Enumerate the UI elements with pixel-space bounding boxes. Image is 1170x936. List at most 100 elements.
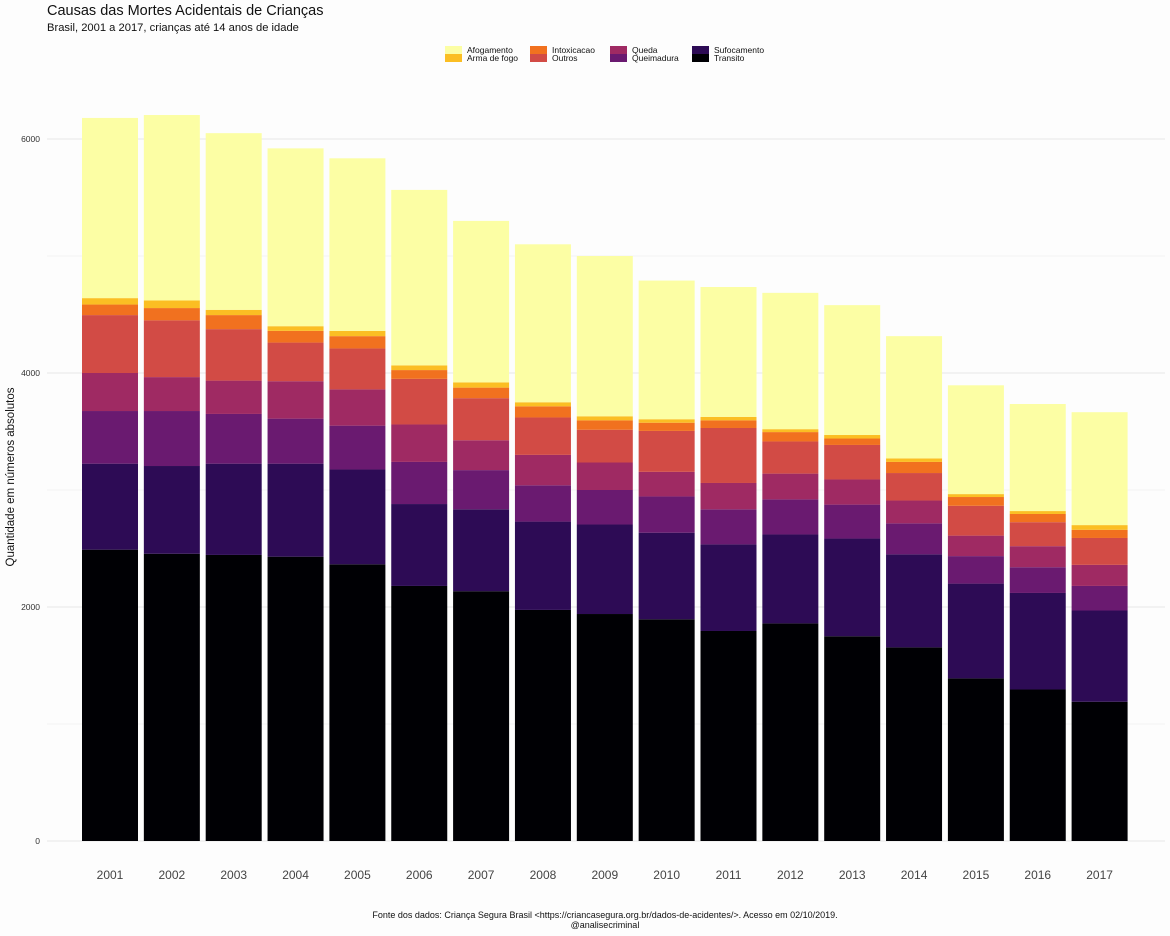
bar-segment-intoxicacao-2008 — [514, 406, 571, 418]
legend-swatch-outros — [530, 54, 547, 62]
bar-segment-afogamento-2004 — [267, 148, 324, 327]
bar-segment-intoxicacao-2006 — [391, 370, 448, 379]
bar-segment-queimadura-2008 — [514, 485, 571, 522]
bar-segment-outros-2014 — [886, 473, 943, 501]
bar-segment-sufocamento-2004 — [267, 463, 324, 557]
bar-segment-arma-de-fogo-2009 — [576, 416, 633, 421]
legend-label-sufocamento: Sufocamento — [714, 45, 764, 55]
bar-segment-queimadura-2005 — [329, 425, 386, 470]
bar-segment-queda-2016 — [1009, 546, 1066, 568]
legend-swatch-afogamento — [445, 46, 462, 54]
bar-segment-afogamento-2009 — [576, 256, 633, 417]
bar-segment-outros-2002 — [143, 320, 200, 378]
bar-segment-transito-2007 — [453, 591, 510, 841]
bar-segment-afogamento-2007 — [453, 220, 510, 383]
bar-segment-arma-de-fogo-2012 — [762, 429, 819, 433]
bar-segment-transito-2013 — [824, 636, 881, 841]
bar-segment-queimadura-2001 — [82, 411, 138, 464]
bar-segment-afogamento-2008 — [514, 244, 571, 403]
bar-segment-transito-2012 — [762, 623, 819, 841]
bar-segment-arma-de-fogo-2010 — [638, 419, 695, 423]
bar-segment-intoxicacao-2003 — [205, 315, 262, 330]
bar-segment-queda-2008 — [514, 454, 571, 486]
bar-segment-intoxicacao-2001 — [82, 304, 138, 316]
bar-segment-queimadura-2013 — [824, 504, 881, 539]
bar-segment-transito-2006 — [391, 585, 448, 841]
x-tick-label: 2010 — [653, 868, 680, 882]
bar-segment-queimadura-2015 — [947, 556, 1004, 584]
bar-segment-arma-de-fogo-2008 — [514, 402, 571, 407]
x-tick-label: 2001 — [97, 868, 124, 882]
bar-segment-transito-2009 — [576, 614, 633, 841]
legend-swatch-intoxicacao — [530, 46, 547, 54]
bar-segment-intoxicacao-2011 — [700, 420, 757, 428]
bar-segment-queda-2002 — [143, 377, 200, 412]
bar-segment-queimadura-2010 — [638, 496, 695, 533]
bar-segment-transito-2010 — [638, 619, 695, 841]
x-tick-label: 2016 — [1024, 868, 1051, 882]
bar-segment-intoxicacao-2002 — [143, 308, 200, 321]
bar-segment-outros-2011 — [700, 427, 757, 483]
bar-segment-queda-2004 — [267, 381, 324, 419]
bar-segment-arma-de-fogo-2016 — [1009, 511, 1066, 514]
bar-segment-outros-2010 — [638, 430, 695, 472]
bar-segment-transito-2008 — [514, 609, 571, 841]
bar-segment-transito-2003 — [205, 554, 262, 841]
bar-segment-sufocamento-2003 — [205, 463, 262, 555]
bar-segment-queda-2007 — [453, 440, 510, 471]
bar-segment-transito-2002 — [143, 553, 200, 841]
y-tick-label: 0 — [35, 836, 40, 846]
x-tick-label: 2012 — [777, 868, 804, 882]
bar-segment-transito-2016 — [1009, 689, 1066, 841]
x-tick-label: 2015 — [963, 868, 990, 882]
bar-segment-sufocamento-2009 — [576, 524, 633, 615]
x-tick-label: 2004 — [282, 868, 309, 882]
bar-segment-queda-2012 — [762, 473, 819, 500]
bar-segment-transito-2014 — [886, 647, 943, 841]
x-axis-ticks: 2001 2002 2003 2004 2005 2006 2007 2008 2009 2010… — [97, 868, 1114, 882]
bar-segment-arma-de-fogo-2005 — [329, 330, 386, 337]
bar-segment-afogamento-2014 — [886, 336, 943, 459]
bar-segment-afogamento-2011 — [700, 287, 757, 417]
bar-segment-sufocamento-2001 — [82, 463, 138, 550]
legend-label-arma-de-fogo: Arma de fogo — [467, 53, 518, 63]
bar-segment-queimadura-2009 — [576, 490, 633, 525]
bar-segment-outros-2009 — [576, 429, 633, 463]
bar-segment-sufocamento-2011 — [700, 544, 757, 631]
bar-segment-outros-2012 — [762, 441, 819, 474]
bar-segment-sufocamento-2005 — [329, 469, 386, 565]
bar-segment-queda-2003 — [205, 380, 262, 414]
bar-segment-arma-de-fogo-2006 — [391, 365, 448, 371]
bar-segment-transito-2015 — [947, 678, 1004, 841]
bar-segment-afogamento-2017 — [1071, 412, 1128, 526]
bar-segment-queimadura-2003 — [205, 413, 262, 464]
y-axis-ticks: 0 2000 4000 6000 — [21, 134, 40, 846]
x-tick-label: 2011 — [716, 868, 742, 882]
bar-segment-intoxicacao-2013 — [824, 438, 881, 445]
bar-segment-sufocamento-2007 — [453, 509, 510, 592]
bar-segment-arma-de-fogo-2007 — [453, 382, 510, 388]
bar-segment-outros-2004 — [267, 342, 324, 382]
bar-segment-sufocamento-2010 — [638, 532, 695, 620]
bar-stacks — [82, 115, 1128, 841]
legend-swatch-queimadura — [610, 54, 627, 62]
bar-segment-sufocamento-2006 — [391, 504, 448, 586]
bar-segment-arma-de-fogo-2001 — [82, 298, 138, 305]
legend-label-afogamento: Afogamento — [467, 45, 513, 55]
bar-segment-outros-2007 — [453, 398, 510, 441]
bar-segment-queimadura-2012 — [762, 499, 819, 535]
bar-segment-intoxicacao-2012 — [762, 432, 819, 442]
bar-segment-arma-de-fogo-2017 — [1071, 525, 1128, 530]
bar-segment-afogamento-2016 — [1009, 404, 1066, 512]
bar-segment-outros-2005 — [329, 348, 386, 390]
bar-segment-outros-2016 — [1009, 522, 1066, 547]
x-tick-label: 2003 — [220, 868, 247, 882]
bar-segment-sufocamento-2008 — [514, 521, 571, 610]
bar-segment-queda-2009 — [576, 462, 633, 490]
legend-label-queda: Queda — [632, 45, 658, 55]
x-tick-label: 2014 — [901, 868, 928, 882]
x-tick-label: 2009 — [591, 868, 618, 882]
bar-segment-sufocamento-2016 — [1009, 592, 1066, 690]
bar-segment-arma-de-fogo-2004 — [267, 326, 324, 331]
